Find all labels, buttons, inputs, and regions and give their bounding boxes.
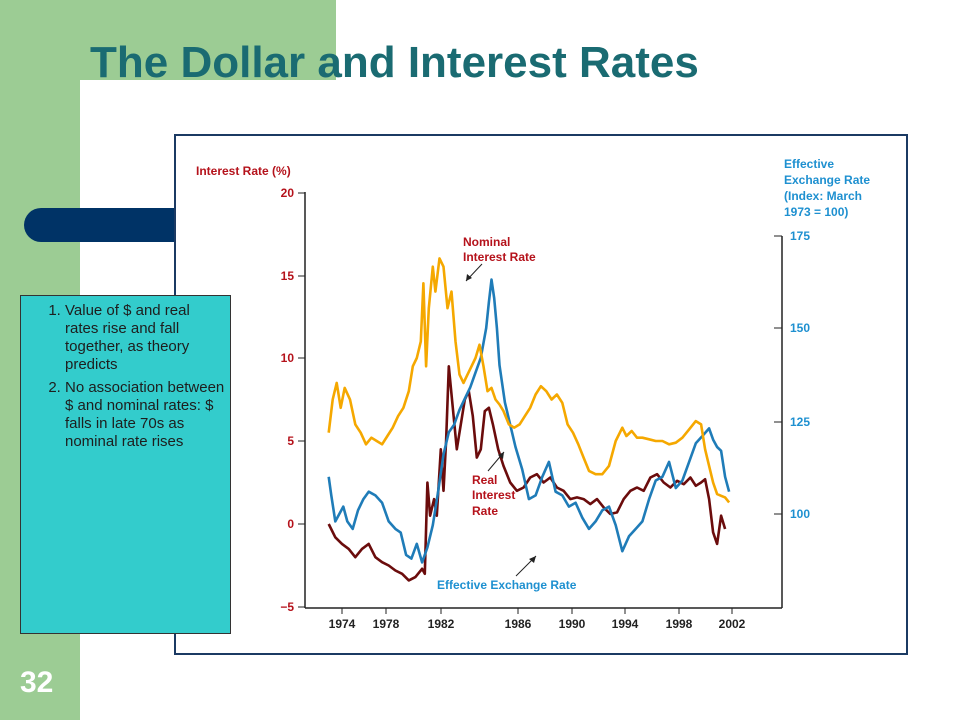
right-tick-label: 175 <box>790 229 810 243</box>
x-tick-label: 1990 <box>559 617 586 631</box>
real-annotation-line: Interest <box>472 488 515 502</box>
exchange-annotation: Effective Exchange Rate <box>437 578 577 592</box>
notes-list: Value of $ and real rates rise and fall … <box>21 302 230 451</box>
x-tick-label: 2002 <box>719 617 746 631</box>
real-annotation-line: Rate <box>472 504 498 518</box>
slide-title: The Dollar and Interest Rates <box>90 38 699 87</box>
x-tick-label: 1986 <box>505 617 532 631</box>
notes-box: Value of $ and real rates rise and fall … <box>20 295 231 634</box>
nominal-annotation-line: Nominal <box>463 235 510 249</box>
nominal-interest-rate-line <box>327 257 731 504</box>
top-green-band <box>80 0 336 80</box>
line-chart: Interest Rate (%) Effective Exchange Rat… <box>196 157 870 631</box>
left-tick-label: 15 <box>281 269 295 283</box>
left-axis-label: Interest Rate (%) <box>196 164 291 178</box>
nominal-annotation-line: Interest Rate <box>463 250 536 264</box>
chart-frame: Interest Rate (%) Effective Exchange Rat… <box>174 134 908 655</box>
nominal-arrowhead <box>466 274 472 281</box>
accent-bar <box>24 208 184 242</box>
right-tick-label: 100 <box>790 507 810 521</box>
left-tick-label: 10 <box>281 351 295 365</box>
x-tick-label: 1978 <box>373 617 400 631</box>
note-item: No association between $ and nominal rat… <box>65 379 226 451</box>
real-annotation-line: Real <box>472 473 497 487</box>
right-axis-label: Effective Exchange Rate (Index: March 19… <box>784 157 870 219</box>
x-tick-label: 1998 <box>666 617 693 631</box>
right-axis-label-line: Exchange Rate <box>784 173 870 187</box>
slide-number: 32 <box>20 666 54 699</box>
x-tick-label: 1994 <box>612 617 639 631</box>
left-tick-label: −5 <box>280 600 294 614</box>
exchange-arrowhead <box>529 556 536 563</box>
left-tick-label: 0 <box>287 517 294 531</box>
effective-exchange-rate-line <box>327 278 731 564</box>
left-tick-label: 20 <box>281 186 295 200</box>
right-tick-label: 150 <box>790 321 810 335</box>
real-interest-rate-line <box>327 365 727 582</box>
left-tick-label: 5 <box>287 434 294 448</box>
right-tick-label: 125 <box>790 415 810 429</box>
right-axis-label-line: Effective <box>784 157 834 171</box>
right-axis-label-line: (Index: March <box>784 189 862 203</box>
x-tick-label: 1974 <box>329 617 356 631</box>
note-item: Value of $ and real rates rise and fall … <box>65 302 226 374</box>
right-axis-label-line: 1973 = 100) <box>784 205 848 219</box>
real-arrowhead <box>498 452 504 459</box>
x-tick-label: 1982 <box>428 617 455 631</box>
